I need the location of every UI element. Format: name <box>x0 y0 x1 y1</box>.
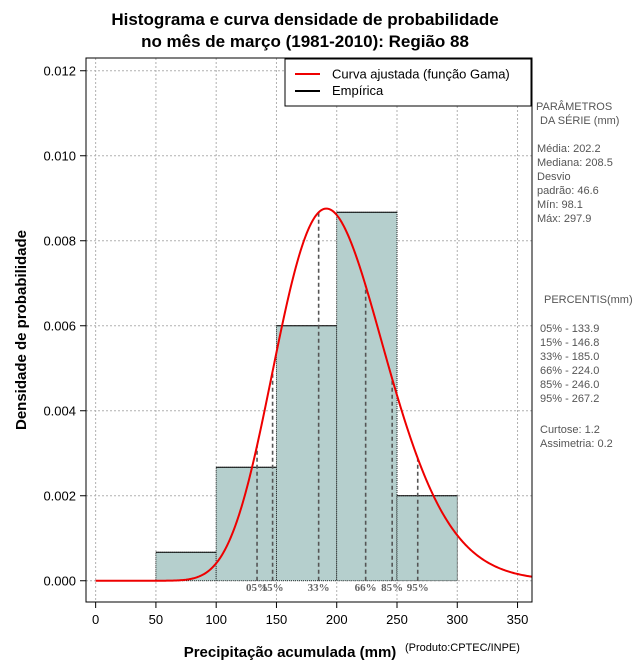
stat-p05: 05% - 133.9 <box>540 323 599 335</box>
axes: 0 50 100 150 200 250 300 350 0.000 0.002 0.004 0.00… <box>43 63 528 627</box>
gamma-curve <box>95 207 533 582</box>
x-tick-label: 250 <box>386 612 408 627</box>
y-tick-label: 0.010 <box>43 148 76 163</box>
stat-mediana: Mediana: 208.5 <box>537 157 613 169</box>
y-tick-label: 0.002 <box>43 488 76 503</box>
chart-title-line2: no mês de março (1981-2010): Região 88 <box>141 32 469 51</box>
legend-label-curve: Curva ajustada (função Gama) <box>332 67 510 82</box>
chart-title-line1: Histograma e curva densidade de probabil… <box>111 10 498 29</box>
legend-label-empirical: Empírica <box>332 83 384 98</box>
histogram-bar <box>336 211 398 582</box>
x-tick-label: 300 <box>446 612 468 627</box>
histogram-bar <box>155 551 217 582</box>
histogram-bar <box>396 495 458 582</box>
stat-desvio-1: Desvio <box>537 171 571 183</box>
stat-media: Média: 202.2 <box>537 143 601 155</box>
x-tick-label: 150 <box>266 612 288 627</box>
histogram-bar <box>215 466 277 582</box>
y-tick-label: 0.006 <box>43 318 76 333</box>
percentile-label: 85% <box>381 582 403 594</box>
x-tick-label: 100 <box>205 612 227 627</box>
stat-max: Máx: 297.9 <box>537 213 591 225</box>
y-axis-label: Densidade de probabilidade <box>13 230 30 430</box>
y-tick-label: 0.004 <box>43 403 76 418</box>
stat-p85: 85% - 246.0 <box>540 379 599 391</box>
percentile-label: 66% <box>355 582 377 594</box>
stat-assimetria: Assimetria: 0.2 <box>540 438 613 450</box>
credit-text: (Produto:CPTEC/INPE) <box>405 642 520 654</box>
x-tick-label: 350 <box>507 612 529 627</box>
x-tick-label: 0 <box>92 612 99 627</box>
y-tick-label: 0.008 <box>43 233 76 248</box>
plot-frame <box>85 57 533 603</box>
gamma-curve-layer <box>95 207 533 582</box>
x-tick-label: 50 <box>149 612 163 627</box>
stat-p66: 66% - 224.0 <box>540 365 599 377</box>
percentis-header: PERCENTIS(mm) <box>544 294 633 306</box>
legend: Curva ajustada (função Gama) Empírica <box>284 58 532 107</box>
params-header-2: DA SÉRIE (mm) <box>540 114 619 127</box>
legend-box <box>284 58 532 107</box>
percentile-label: 95% <box>407 582 429 594</box>
stat-min: Mín: 98.1 <box>537 199 583 211</box>
stat-p33: 33% - 185.0 <box>540 351 599 363</box>
stat-curtose: Curtose: 1.2 <box>540 424 600 436</box>
params-header-1: PARÂMETROS <box>536 100 612 113</box>
stat-desvio-2: padrão: 46.6 <box>537 185 599 197</box>
stat-p15: 15% - 146.8 <box>540 337 599 349</box>
x-tick-label: 200 <box>326 612 348 627</box>
percentile-label: 15% <box>262 582 284 594</box>
stat-p95: 95% - 267.2 <box>540 393 599 405</box>
percentile-label: 05% <box>246 582 268 594</box>
stats-panel: PARÂMETROS DA SÉRIE (mm) Média: 202.2 Me… <box>536 100 633 450</box>
y-tick-label: 0.000 <box>43 573 76 588</box>
histogram-bar <box>276 325 338 582</box>
y-tick-label: 0.012 <box>43 63 76 78</box>
x-axis-label: Precipitação acumulada (mm) <box>184 644 397 660</box>
percentile-label: 33% <box>308 582 330 594</box>
histogram-bars <box>155 211 458 582</box>
percentile-lines: 05%15% 33% 66% 85% 95% <box>246 212 429 594</box>
